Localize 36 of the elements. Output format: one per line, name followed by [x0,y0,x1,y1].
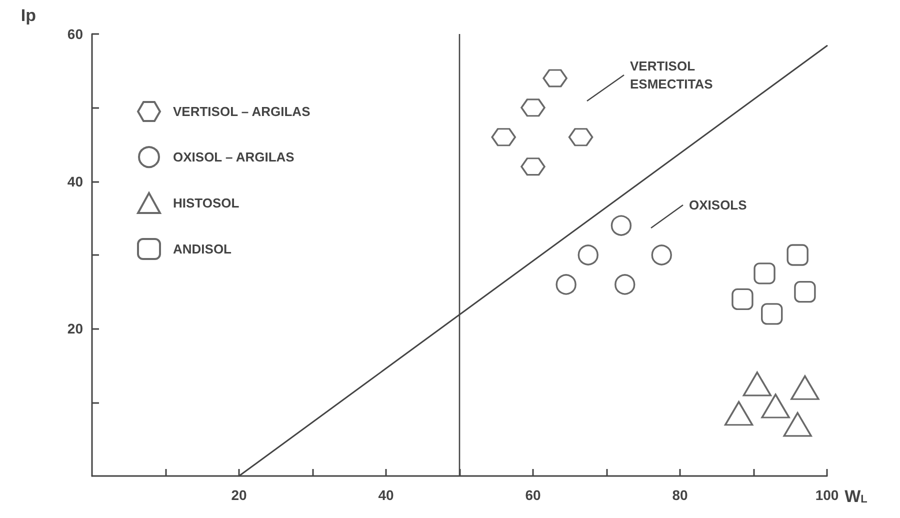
point [610,215,632,236]
point [556,274,576,295]
point [568,128,594,146]
x-tick-label: 60 [525,487,541,503]
point [761,303,783,325]
annotation: VERTISOL ESMECTITAS [630,58,714,92]
point [783,412,812,437]
legend-label: ANDISOL [173,242,232,257]
point [761,394,790,418]
legend-label: VERTISOL – ARGILAS [173,104,311,120]
y-tick-label: 40 [67,173,84,190]
point [651,244,672,266]
point [786,244,808,266]
point [794,280,816,303]
x-tick-label: 40 [378,487,394,503]
y-tick-label: 60 [67,26,84,42]
point [724,401,754,426]
point [742,372,772,396]
point [491,128,516,146]
x-tick-label: 20 [231,487,247,503]
y-tick-label: 20 [67,320,84,337]
legend-label: OXISOL – ARGILAS [173,150,295,165]
point [732,288,754,310]
x-tick-label: 80 [672,487,688,503]
x-tick-label: 100 [815,487,839,503]
point [754,262,776,284]
legend-label: HISTOSOL [173,196,240,211]
point [520,158,546,176]
point [578,244,598,266]
point [614,274,636,295]
x-axis-title: WL [844,487,868,506]
point [520,98,546,117]
point [790,375,820,400]
point [542,69,568,88]
y-axis-title: Ip [20,6,36,25]
annotation: OXISOLS [689,198,748,212]
